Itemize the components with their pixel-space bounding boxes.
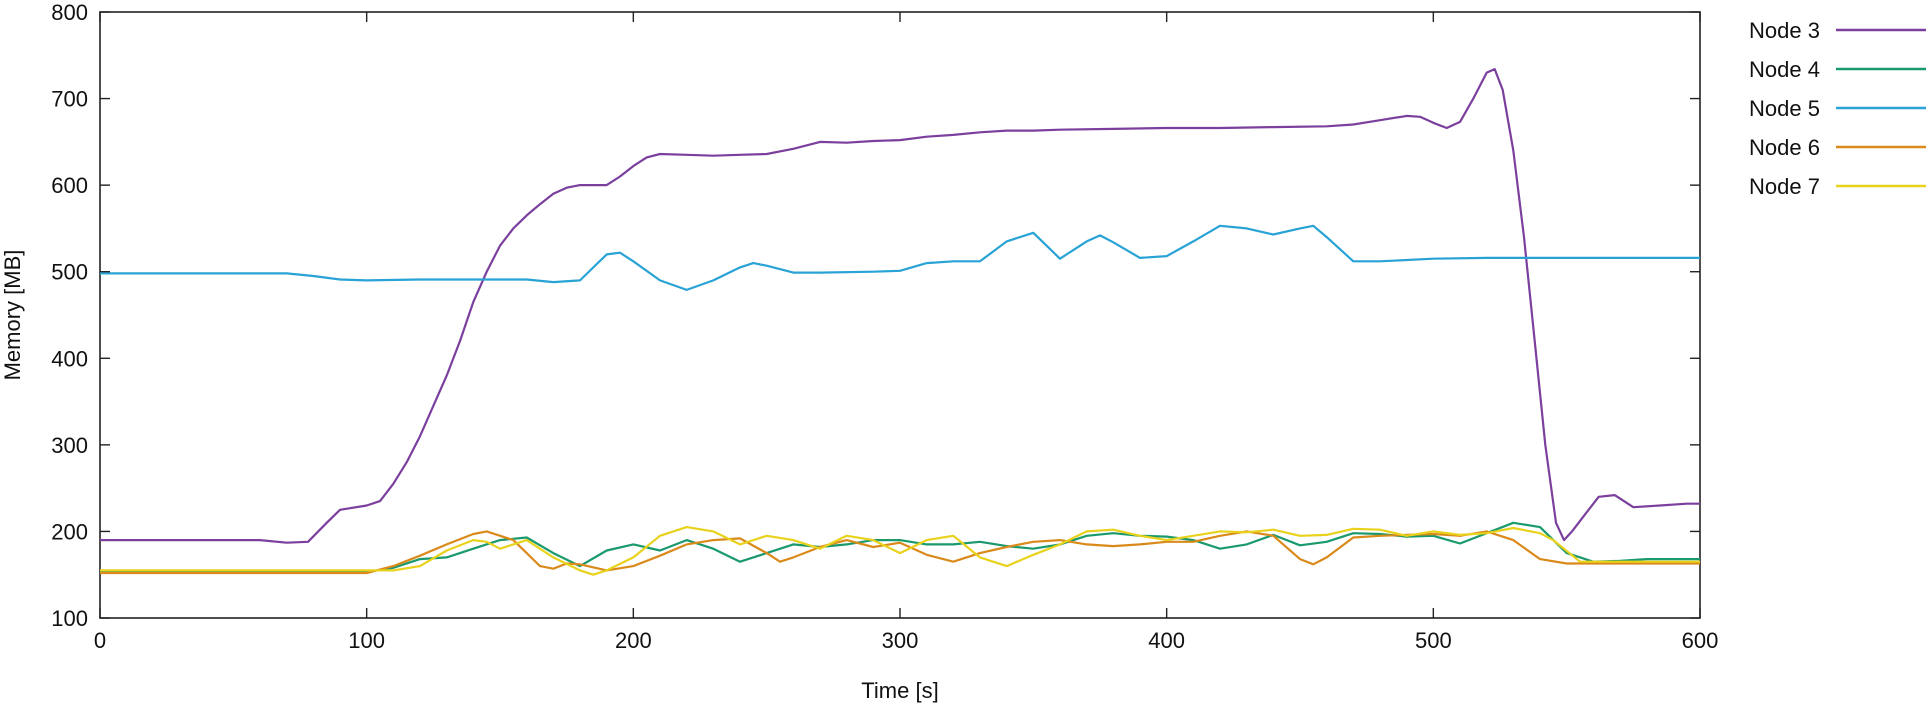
legend-item: Node 5 [1749,96,1926,121]
legend-label: Node 6 [1749,135,1820,160]
y-tick-label: 100 [51,606,88,631]
series-line-node-4 [100,521,1700,574]
x-tick-label: 500 [1415,628,1452,653]
series-line-node-6 [100,530,1700,575]
legend-label: Node 3 [1749,18,1820,43]
x-tick-label: 600 [1682,628,1719,653]
x-tick-label: 400 [1148,628,1185,653]
legend-label: Node 7 [1749,174,1820,199]
legend: Node 3 Node 4 Node 5 Node 6 Node 7 [1749,18,1926,199]
y-tick-label: 800 [51,0,88,25]
y-tick-label: 300 [51,433,88,458]
y-tick-label: 400 [51,346,88,371]
x-axis-title: Time [s] [861,678,938,703]
y-axis-title: Memory [MB] [0,250,25,381]
series-line-node-3 [100,68,1700,544]
legend-item: Node 6 [1749,135,1926,160]
plot-frame [99,11,1701,619]
x-tick-label: 100 [348,628,385,653]
y-tick-label: 600 [51,173,88,198]
legend-label: Node 4 [1749,57,1820,82]
x-axis: 0 100 200 300 400 500 600 [94,12,1718,653]
series-line-node-7 [100,526,1700,576]
series-line-node-5 [100,224,1700,291]
legend-item: Node 4 [1749,57,1926,82]
x-tick-label: 300 [882,628,919,653]
y-tick-label: 200 [51,519,88,544]
y-tick-label: 700 [51,87,88,112]
y-tick-label: 500 [51,260,88,285]
legend-label: Node 5 [1749,96,1820,121]
x-tick-label: 200 [615,628,652,653]
legend-item: Node 3 [1749,18,1926,43]
x-tick-label: 0 [94,628,106,653]
legend-item: Node 7 [1749,174,1926,199]
plot-area [99,11,1701,619]
y-axis: 100 200 300 400 500 600 700 800 [51,0,1700,631]
